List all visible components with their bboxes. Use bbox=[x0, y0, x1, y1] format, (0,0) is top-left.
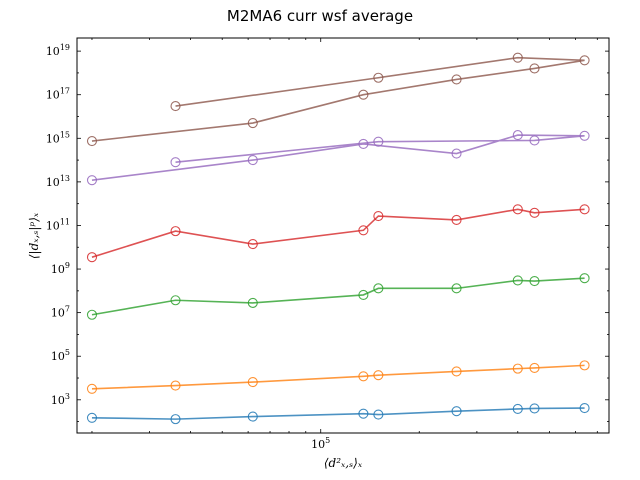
x-axis-label: ⟨d²ₓ,ₛ⟩ₓ bbox=[324, 456, 363, 470]
data-point bbox=[579, 402, 590, 414]
data-point bbox=[86, 309, 98, 320]
data-point bbox=[373, 136, 384, 147]
y-tick-label: 103 bbox=[51, 392, 70, 407]
series-line-0 bbox=[91, 407, 585, 420]
data-point bbox=[512, 403, 523, 415]
data-point bbox=[247, 155, 258, 166]
data-point bbox=[373, 370, 384, 381]
data-point bbox=[512, 52, 523, 63]
y-tick-label: 1011 bbox=[46, 217, 70, 232]
series-line-2 bbox=[91, 277, 585, 316]
data-point bbox=[579, 204, 590, 215]
series-0 bbox=[86, 402, 590, 425]
data-point bbox=[247, 377, 258, 388]
data-point bbox=[579, 130, 590, 141]
data-point bbox=[86, 252, 98, 263]
data-point bbox=[529, 362, 540, 373]
series-4 bbox=[86, 130, 590, 186]
y-tick-label: 107 bbox=[51, 305, 70, 320]
data-point bbox=[86, 412, 98, 423]
data-point bbox=[373, 72, 384, 83]
data-point bbox=[373, 211, 384, 222]
data-point bbox=[358, 408, 369, 419]
y-axis-label: ⟨|dₓ,ₛ|ᵖ⟩ₓ bbox=[27, 212, 41, 259]
data-point bbox=[529, 276, 540, 287]
data-point bbox=[512, 363, 523, 374]
series-line-5 bbox=[91, 56, 585, 142]
data-point bbox=[86, 383, 98, 394]
y-tick-label: 1019 bbox=[46, 43, 70, 58]
data-point bbox=[247, 411, 258, 422]
y-tick-label: 1013 bbox=[46, 174, 70, 189]
data-point bbox=[358, 89, 369, 100]
series-layer bbox=[86, 52, 590, 425]
data-point bbox=[451, 148, 462, 159]
x-tick-label: 105 bbox=[311, 436, 330, 451]
data-point bbox=[86, 135, 98, 147]
series-line-4 bbox=[91, 134, 585, 181]
data-point bbox=[170, 414, 181, 425]
data-point bbox=[529, 207, 540, 218]
series-5 bbox=[86, 52, 590, 147]
y-tick-label: 105 bbox=[51, 348, 70, 363]
data-point bbox=[358, 371, 369, 382]
data-point bbox=[358, 138, 369, 149]
data-point bbox=[247, 118, 258, 129]
data-point bbox=[247, 239, 258, 250]
series-1 bbox=[86, 360, 590, 394]
data-point bbox=[512, 204, 523, 215]
series-line-3 bbox=[91, 208, 585, 258]
data-point bbox=[170, 157, 181, 168]
data-point bbox=[451, 214, 462, 225]
data-point bbox=[579, 55, 590, 66]
data-point bbox=[579, 360, 590, 371]
data-point bbox=[529, 403, 540, 414]
ticks-layer: 103 105 107 109 1011 1013 1015 1017 1019 105 bbox=[46, 38, 609, 451]
y-tick-label: 1017 bbox=[46, 87, 70, 102]
data-point bbox=[512, 130, 523, 141]
data-point bbox=[451, 406, 462, 417]
data-point bbox=[358, 225, 369, 236]
series-3 bbox=[86, 204, 590, 263]
data-point bbox=[451, 283, 462, 294]
data-point bbox=[247, 297, 258, 308]
y-tick-label: 109 bbox=[51, 261, 70, 276]
data-point bbox=[451, 366, 462, 377]
y-tick-label: 1015 bbox=[46, 130, 70, 145]
data-point bbox=[170, 380, 181, 391]
chart-title: M2MA6 curr wsf average bbox=[227, 7, 413, 25]
series-2 bbox=[86, 273, 590, 320]
data-point bbox=[373, 283, 384, 294]
plot-frame bbox=[76, 37, 610, 434]
series-line-1 bbox=[91, 364, 585, 390]
data-point bbox=[529, 135, 540, 146]
data-point bbox=[170, 295, 181, 306]
data-point bbox=[358, 289, 369, 300]
data-point bbox=[529, 63, 540, 74]
data-point bbox=[86, 175, 98, 186]
data-point bbox=[579, 273, 590, 284]
data-point bbox=[170, 101, 181, 112]
data-point bbox=[170, 226, 181, 237]
data-point bbox=[373, 409, 384, 420]
data-point bbox=[512, 275, 523, 286]
data-point bbox=[451, 74, 462, 85]
